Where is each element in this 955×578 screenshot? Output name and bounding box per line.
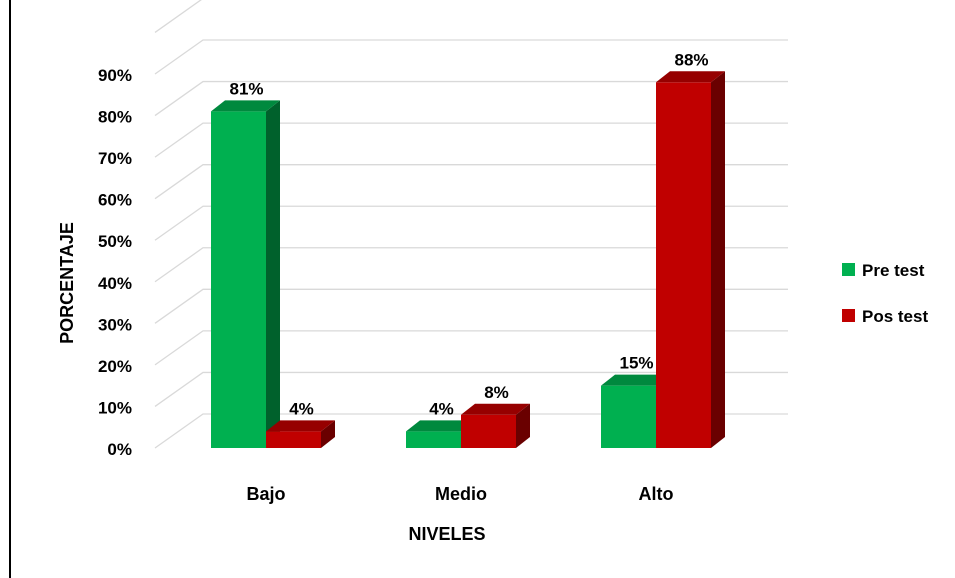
gridline (154, 0, 202, 33)
gridline (154, 330, 788, 366)
data-label: 4% (289, 399, 314, 418)
bar-front (266, 431, 321, 448)
y-tick-label: 20% (98, 357, 132, 376)
bar (656, 71, 725, 449)
bar-top (461, 403, 530, 415)
category-label: Medio (435, 484, 487, 504)
category-label: Bajo (246, 484, 285, 504)
bar-side (266, 100, 280, 449)
bars (211, 71, 725, 449)
bar-top (601, 374, 670, 386)
bar (211, 100, 280, 449)
gridline (154, 80, 788, 117)
bar-front (461, 414, 516, 448)
gridline (154, 164, 788, 200)
y-tick-label: 30% (98, 315, 132, 334)
bar-top (266, 420, 335, 432)
y-tick-label: 40% (98, 274, 132, 293)
y-axis-title: PORCENTAJE (57, 222, 77, 344)
bar-front (656, 82, 711, 449)
y-axis-ticks: 0% 10% 20% 30% 40% 50% 60% 70% 80% 90% (98, 66, 132, 459)
gridline (154, 122, 788, 158)
gridline (154, 371, 788, 407)
legend-swatch-pos-test (842, 309, 855, 322)
y-tick-label: 0% (107, 440, 132, 459)
bar-top (406, 420, 475, 432)
data-label: 8% (484, 383, 509, 402)
y-tick-label: 80% (98, 108, 132, 127)
bar-top (211, 100, 280, 112)
legend-swatch-pre-test (842, 263, 855, 276)
legend-label-pre-test: Pre test (862, 261, 925, 280)
gridlines (154, 0, 788, 449)
frame-border (9, 0, 11, 578)
data-label: 88% (674, 50, 708, 69)
bar-front (601, 385, 656, 448)
y-tick-label: 70% (98, 149, 132, 168)
data-label: 15% (619, 354, 653, 373)
y-tick-label: 90% (98, 66, 132, 85)
gridline (154, 247, 788, 283)
legend-label-pos-test: Pos test (862, 307, 928, 326)
gridline (154, 288, 788, 324)
data-label: 81% (229, 79, 263, 98)
gridline (154, 205, 788, 241)
bar-side (516, 403, 530, 448)
y-tick-label: 50% (98, 232, 132, 251)
x-axis-categories: Bajo Medio Alto (246, 484, 673, 504)
data-label: 4% (429, 399, 454, 418)
bar-front (211, 111, 266, 449)
bar (461, 403, 530, 448)
data-labels: 81% 4% 4% 8% 15% 88% (229, 50, 708, 418)
bar-front (406, 431, 461, 448)
gridline (154, 39, 788, 75)
bar-top (656, 71, 725, 83)
x-axis-title: NIVELES (408, 524, 485, 544)
category-label: Alto (639, 484, 674, 504)
gridline (154, 413, 788, 449)
legend: Pre test Pos test (842, 261, 928, 326)
bar (266, 420, 335, 448)
y-tick-label: 60% (98, 191, 132, 210)
bar-side (711, 71, 725, 449)
y-tick-label: 10% (98, 398, 132, 417)
bar-side (321, 420, 335, 448)
